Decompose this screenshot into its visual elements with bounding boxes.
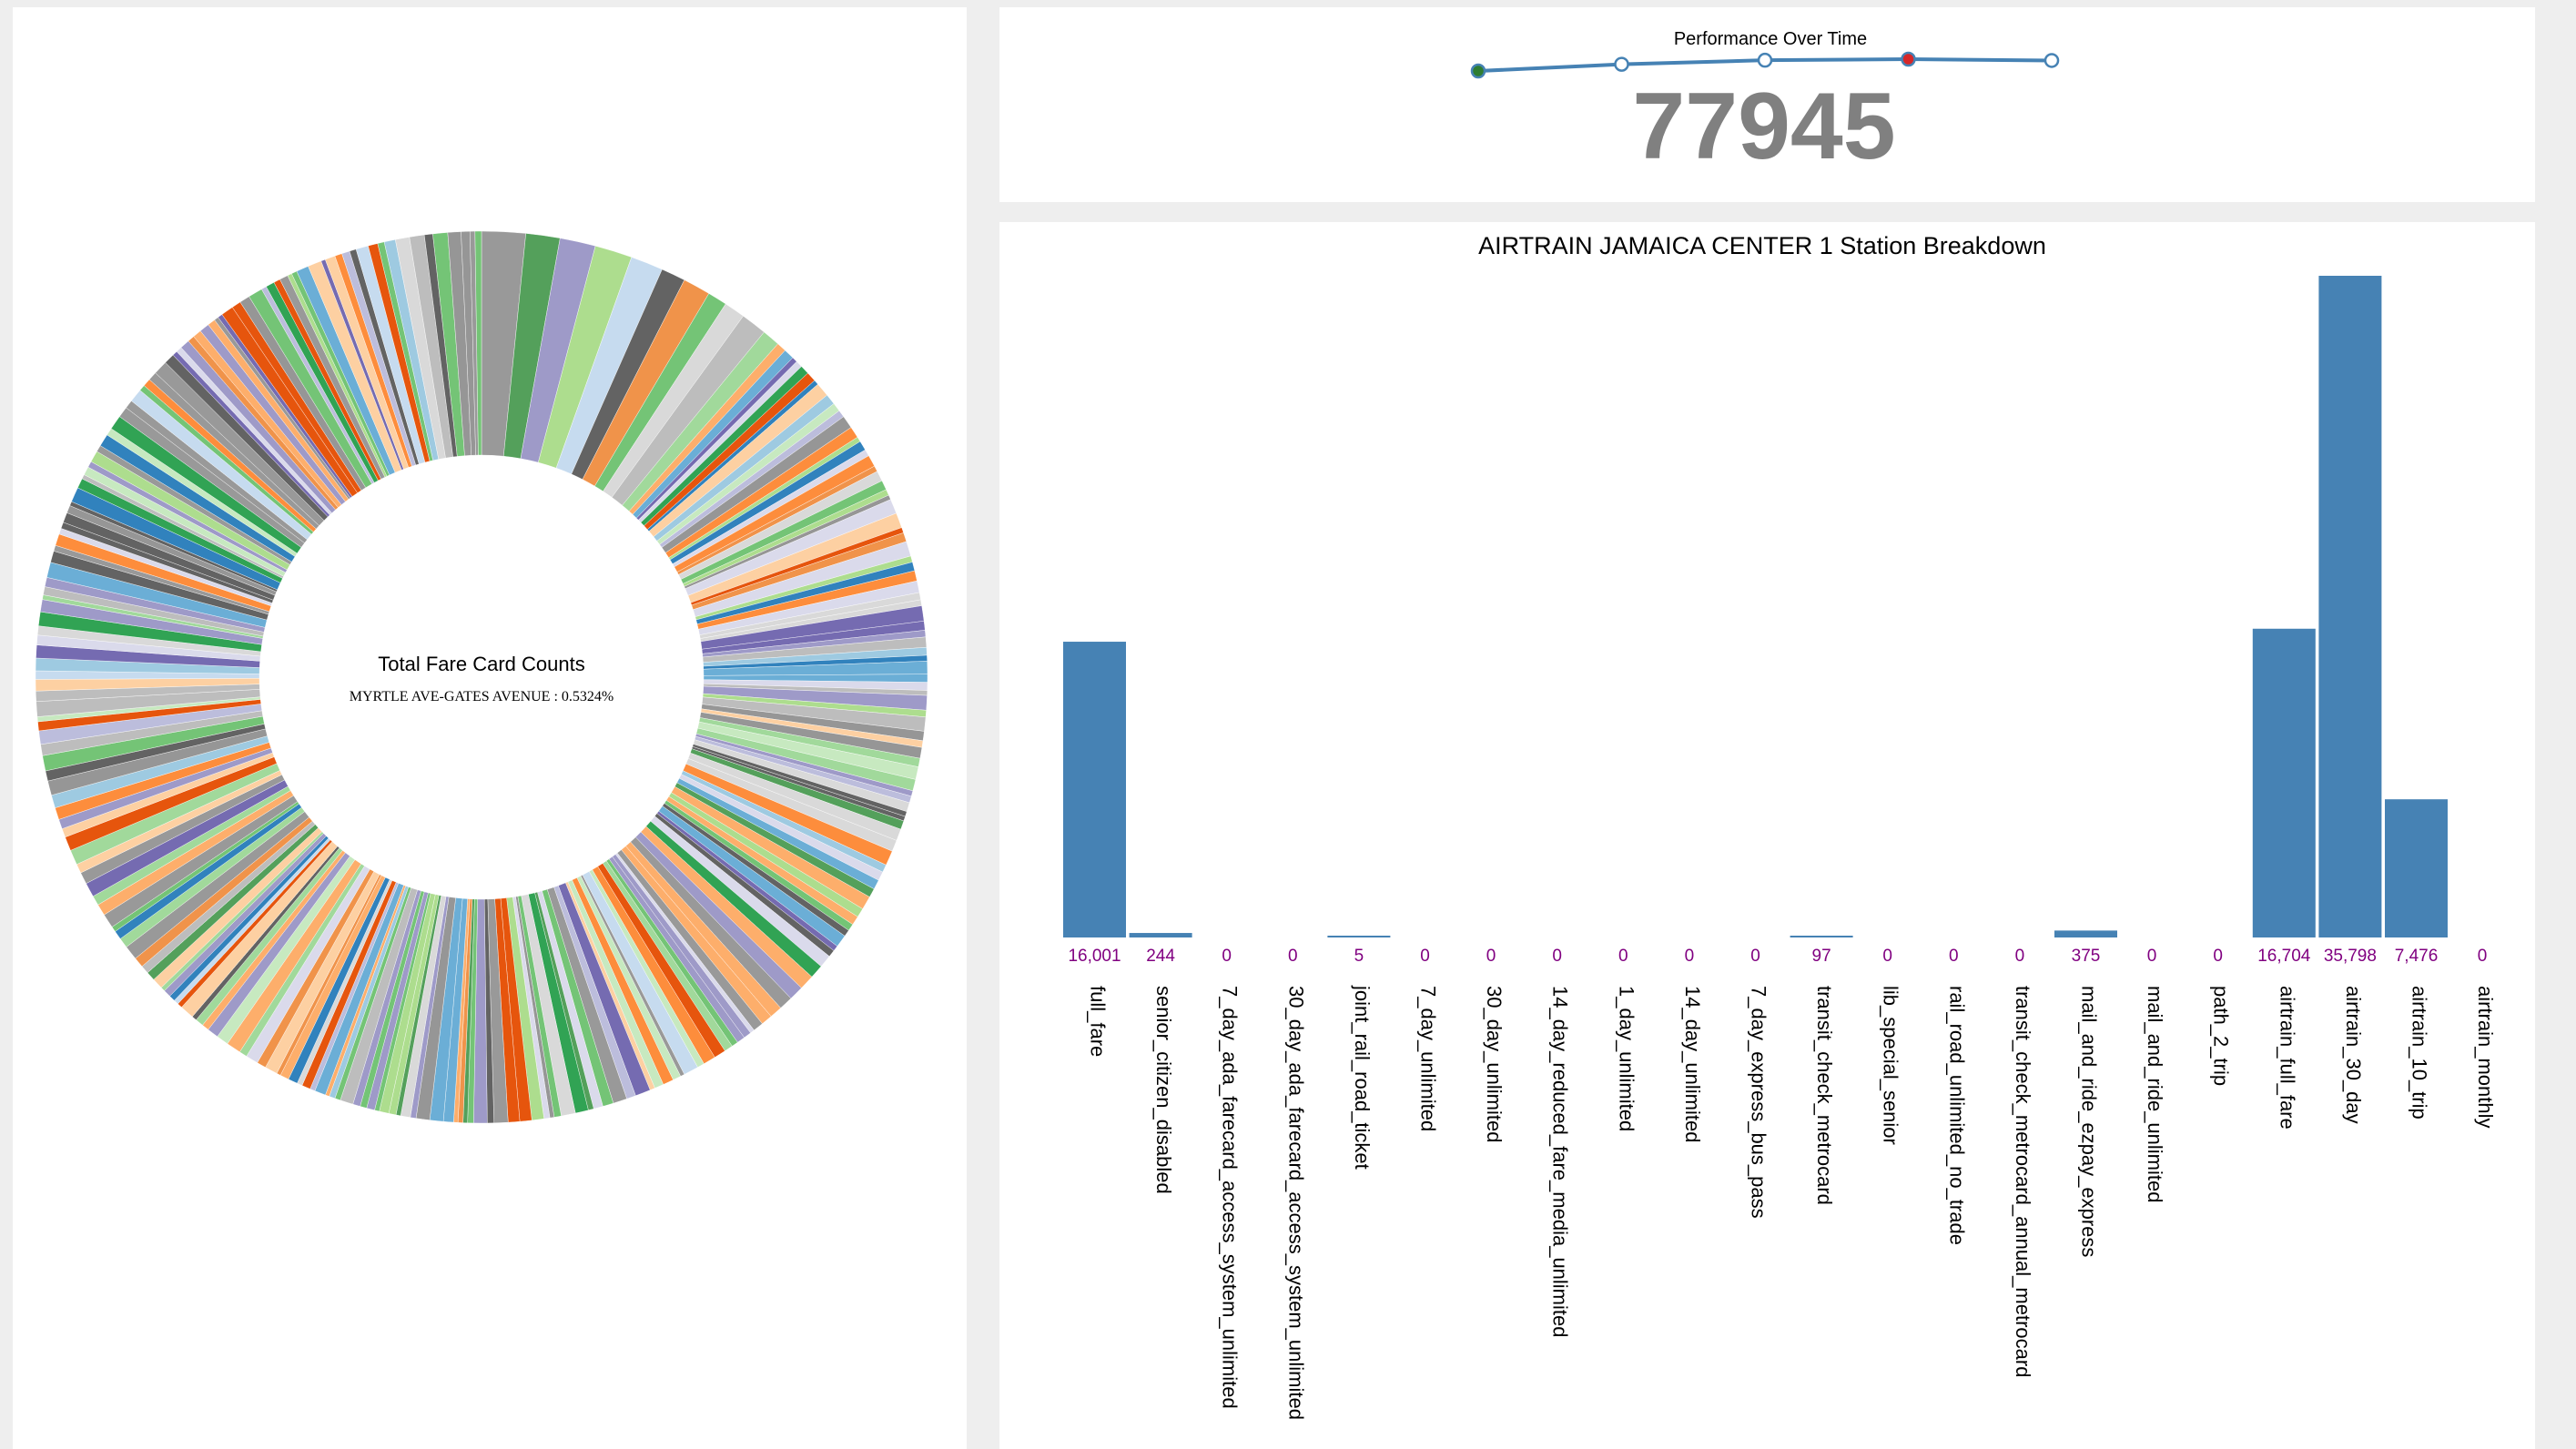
bar-value-label: 0 xyxy=(1288,947,1298,966)
bar-value-label: 0 xyxy=(1618,947,1628,966)
x-tick-label: senior_citizen_disabled xyxy=(1152,986,1175,1194)
x-tick-label: 30_day_ada_farecard_access_system_unlimi… xyxy=(1284,986,1307,1420)
bar-chart: AIRTRAIN JAMAICA CENTER 1 Station Breakd… xyxy=(1063,232,2498,1420)
bar-value-label: 0 xyxy=(2015,947,2025,966)
bar xyxy=(1129,933,1192,937)
sparkline-point xyxy=(2044,53,2060,68)
bar-value-label: 0 xyxy=(1882,947,1892,966)
sparkline xyxy=(1470,51,2060,79)
bars xyxy=(1063,276,2448,937)
bar-value-label: 7,476 xyxy=(2395,947,2439,966)
bar xyxy=(1327,936,1391,937)
sparkline-point xyxy=(1614,56,1629,72)
bar-value-label: 0 xyxy=(1420,947,1430,966)
sparkline-title: Performance Over Time xyxy=(1674,29,1867,49)
bar-value-label: 244 xyxy=(1146,947,1175,966)
bar-value-label: 0 xyxy=(2213,947,2223,966)
bar xyxy=(2054,930,2117,937)
bar-value-label: 0 xyxy=(1685,947,1695,966)
bar-value-label: 0 xyxy=(2147,947,2157,966)
x-tick-label: 14_day_unlimited xyxy=(1681,986,1704,1142)
donut-center-subtitle: MYRTLE AVE-GATES AVENUE : 0.5324% xyxy=(350,689,614,704)
kpi-panel: Performance Over Time 77945 xyxy=(999,7,2535,202)
x-tick-label: mail_and_ride_ezpay_express xyxy=(2078,986,2101,1257)
bar-chart-panel: AIRTRAIN JAMAICA CENTER 1 Station Breakd… xyxy=(999,222,2535,1449)
bar-value-label: 0 xyxy=(2478,947,2488,966)
x-tick-label: lib_special_senior xyxy=(1880,986,1902,1145)
x-tick-label: 7_day_unlimited xyxy=(1417,986,1440,1131)
donut-slices xyxy=(35,230,928,1124)
x-tick-label: 1_day_unlimited xyxy=(1615,986,1638,1131)
sparkline-point xyxy=(1757,52,1773,68)
x-tick-label: 14_day_reduced_fare_media_unlimited xyxy=(1549,986,1572,1338)
donut-panel: Total Fare Card Counts MYRTLE AVE-GATES … xyxy=(13,7,967,1449)
donut-chart: Total Fare Card Counts MYRTLE AVE-GATES … xyxy=(35,230,928,1124)
bar-value-label: 0 xyxy=(1750,947,1760,966)
x-tick-label: mail_and_ride_unlimited xyxy=(2144,986,2166,1202)
x-tick-label: transit_check_metrocard_annual_metrocard xyxy=(2012,986,2034,1377)
sparkline-point xyxy=(1901,51,1916,67)
bar-chart-title: AIRTRAIN JAMAICA CENTER 1 Station Breakd… xyxy=(1478,232,2046,259)
x-tick-label: full_fare xyxy=(1087,986,1110,1057)
kpi-card: Performance Over Time 77945 xyxy=(1470,29,2060,179)
bar-value-label: 0 xyxy=(1222,947,1232,966)
bar-value-label: 97 xyxy=(1812,947,1831,966)
bar-value-label: 35,798 xyxy=(2324,947,2377,966)
x-tick-label: transit_check_metrocard xyxy=(1813,986,1836,1205)
x-axis-labels: full_fare senior_citizen_disabled 7_day_ad… xyxy=(1087,985,2498,1420)
x-tick-label: airtrain_monthly xyxy=(2474,986,2497,1129)
x-tick-label: airtrain_10_trip xyxy=(2409,986,2431,1120)
donut-center-title: Total Fare Card Counts xyxy=(378,653,584,675)
x-tick-label: path_2_trip xyxy=(2210,986,2233,1086)
x-tick-label: 7_day_express_bus_pass xyxy=(1748,986,1770,1219)
x-tick-label: rail_road_unlimited_no_trade xyxy=(1945,986,1968,1245)
bar-value-label: 5 xyxy=(1354,947,1364,966)
x-tick-label: airtrain_30_day xyxy=(2342,986,2365,1124)
x-tick-label: joint_rail_road_ticket xyxy=(1351,985,1374,1170)
bar xyxy=(2252,628,2316,937)
bar-value-label: 375 xyxy=(2072,947,2101,966)
kpi-value: 77945 xyxy=(1632,74,1895,179)
bar-value-label: 16,704 xyxy=(2257,947,2311,966)
bar-value-label: 0 xyxy=(1949,947,1959,966)
donut-slice xyxy=(474,230,482,456)
x-tick-label: airtrain_full_fare xyxy=(2276,986,2298,1130)
sparkline-point xyxy=(1470,63,1486,79)
bar xyxy=(1790,936,1853,937)
bar-value-label: 0 xyxy=(1552,947,1562,966)
bar xyxy=(2318,276,2382,937)
bar xyxy=(2385,799,2448,937)
x-tick-label: 7_day_ada_farecard_access_system_unlimit… xyxy=(1219,986,1242,1409)
x-tick-label: 30_day_unlimited xyxy=(1483,986,1506,1142)
value-labels: 16,001 244 0 0 5 0 0 0 0 0 0 97 0 0 0 375 0 0 16,704 35,798… xyxy=(1068,947,2487,966)
bar xyxy=(1063,642,1126,937)
bar-value-label: 0 xyxy=(1486,947,1496,966)
bar-value-label: 16,001 xyxy=(1068,947,1121,966)
